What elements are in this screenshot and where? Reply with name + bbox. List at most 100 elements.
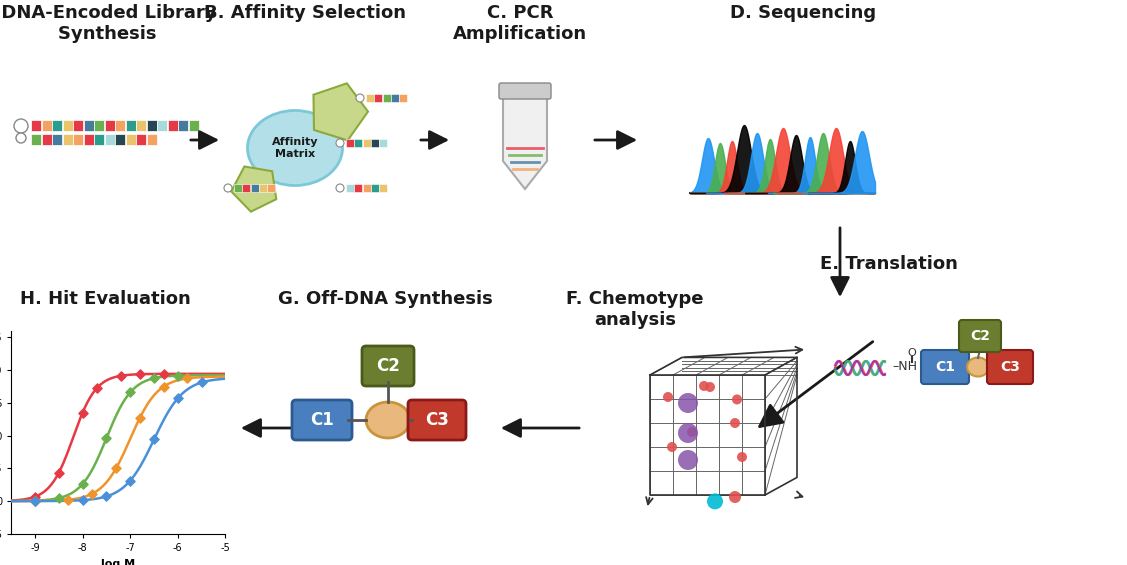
FancyBboxPatch shape — [105, 120, 115, 131]
FancyBboxPatch shape — [62, 120, 72, 131]
Point — [88, 384, 106, 393]
FancyBboxPatch shape — [73, 120, 83, 131]
Point — [145, 373, 163, 383]
Point — [193, 378, 211, 387]
FancyBboxPatch shape — [234, 184, 242, 192]
Point — [169, 371, 187, 380]
FancyBboxPatch shape — [363, 139, 371, 147]
Text: A. DNA-Encoded Library
    Synthesis: A. DNA-Encoded Library Synthesis — [0, 4, 216, 43]
Text: Affinity
Matrix: Affinity Matrix — [272, 137, 318, 159]
Circle shape — [729, 491, 740, 503]
FancyBboxPatch shape — [188, 120, 198, 131]
FancyBboxPatch shape — [83, 134, 94, 145]
Text: C2: C2 — [970, 329, 990, 343]
Ellipse shape — [967, 358, 990, 376]
Circle shape — [678, 450, 698, 470]
Ellipse shape — [248, 111, 343, 185]
Text: C3: C3 — [425, 411, 449, 429]
FancyBboxPatch shape — [32, 120, 41, 131]
FancyBboxPatch shape — [346, 184, 354, 192]
Text: F. Chemotype
analysis: F. Chemotype analysis — [566, 290, 703, 329]
Circle shape — [16, 133, 26, 143]
FancyBboxPatch shape — [52, 120, 62, 131]
Point — [131, 414, 149, 423]
Circle shape — [224, 184, 232, 192]
FancyBboxPatch shape — [354, 139, 362, 147]
Circle shape — [663, 392, 673, 402]
FancyBboxPatch shape — [83, 120, 94, 131]
FancyBboxPatch shape — [362, 346, 414, 386]
Circle shape — [667, 442, 677, 452]
Text: O: O — [907, 348, 916, 358]
Point — [73, 408, 91, 417]
Circle shape — [14, 119, 28, 133]
Point — [83, 489, 101, 498]
Circle shape — [356, 94, 364, 102]
Circle shape — [706, 382, 715, 392]
Point — [97, 433, 115, 442]
FancyBboxPatch shape — [125, 120, 135, 131]
Text: C3: C3 — [1000, 360, 1020, 374]
FancyBboxPatch shape — [354, 184, 362, 192]
FancyBboxPatch shape — [32, 134, 41, 145]
Point — [154, 382, 172, 391]
FancyBboxPatch shape — [371, 184, 379, 192]
Circle shape — [737, 452, 747, 462]
FancyBboxPatch shape — [94, 134, 104, 145]
Circle shape — [699, 381, 709, 391]
FancyBboxPatch shape — [125, 134, 135, 145]
FancyBboxPatch shape — [168, 120, 177, 131]
Point — [73, 479, 91, 488]
FancyBboxPatch shape — [42, 134, 52, 145]
FancyBboxPatch shape — [73, 134, 83, 145]
Point — [50, 468, 68, 477]
FancyBboxPatch shape — [408, 400, 465, 440]
Point — [122, 476, 140, 485]
Point — [26, 497, 44, 506]
Point — [97, 492, 115, 501]
FancyBboxPatch shape — [292, 400, 352, 440]
Circle shape — [336, 139, 344, 147]
FancyBboxPatch shape — [391, 94, 399, 102]
FancyBboxPatch shape — [250, 184, 258, 192]
Text: D. Sequencing: D. Sequencing — [730, 4, 876, 22]
FancyBboxPatch shape — [267, 184, 275, 192]
Polygon shape — [503, 95, 547, 189]
Circle shape — [687, 427, 696, 437]
Point — [131, 370, 149, 379]
FancyBboxPatch shape — [62, 134, 72, 145]
FancyBboxPatch shape — [136, 120, 147, 131]
Text: B. Affinity Selection: B. Affinity Selection — [204, 4, 406, 22]
FancyBboxPatch shape — [115, 120, 125, 131]
Text: H. Hit Evaluation: H. Hit Evaluation — [19, 290, 190, 308]
Text: G. Off-DNA Synthesis: G. Off-DNA Synthesis — [277, 290, 492, 308]
FancyBboxPatch shape — [259, 184, 267, 192]
FancyBboxPatch shape — [42, 120, 52, 131]
FancyBboxPatch shape — [959, 320, 1001, 352]
FancyBboxPatch shape — [921, 350, 969, 384]
FancyBboxPatch shape — [363, 184, 371, 192]
Text: C1: C1 — [310, 411, 334, 429]
Point — [145, 435, 163, 444]
Circle shape — [707, 493, 724, 510]
Point — [73, 496, 91, 505]
Ellipse shape — [366, 402, 410, 438]
Point — [60, 495, 78, 504]
Point — [154, 370, 172, 379]
Text: C1: C1 — [935, 360, 955, 374]
FancyBboxPatch shape — [115, 134, 125, 145]
FancyBboxPatch shape — [987, 350, 1033, 384]
FancyBboxPatch shape — [366, 94, 374, 102]
FancyBboxPatch shape — [371, 139, 379, 147]
FancyBboxPatch shape — [52, 134, 62, 145]
Point — [169, 394, 187, 403]
Circle shape — [730, 418, 740, 428]
Text: E. Translation: E. Translation — [820, 255, 958, 273]
Circle shape — [678, 423, 698, 443]
Point — [50, 493, 68, 502]
X-axis label: log M: log M — [101, 559, 135, 565]
Point — [26, 497, 44, 506]
Point — [26, 492, 44, 501]
FancyBboxPatch shape — [374, 94, 382, 102]
FancyBboxPatch shape — [157, 120, 167, 131]
